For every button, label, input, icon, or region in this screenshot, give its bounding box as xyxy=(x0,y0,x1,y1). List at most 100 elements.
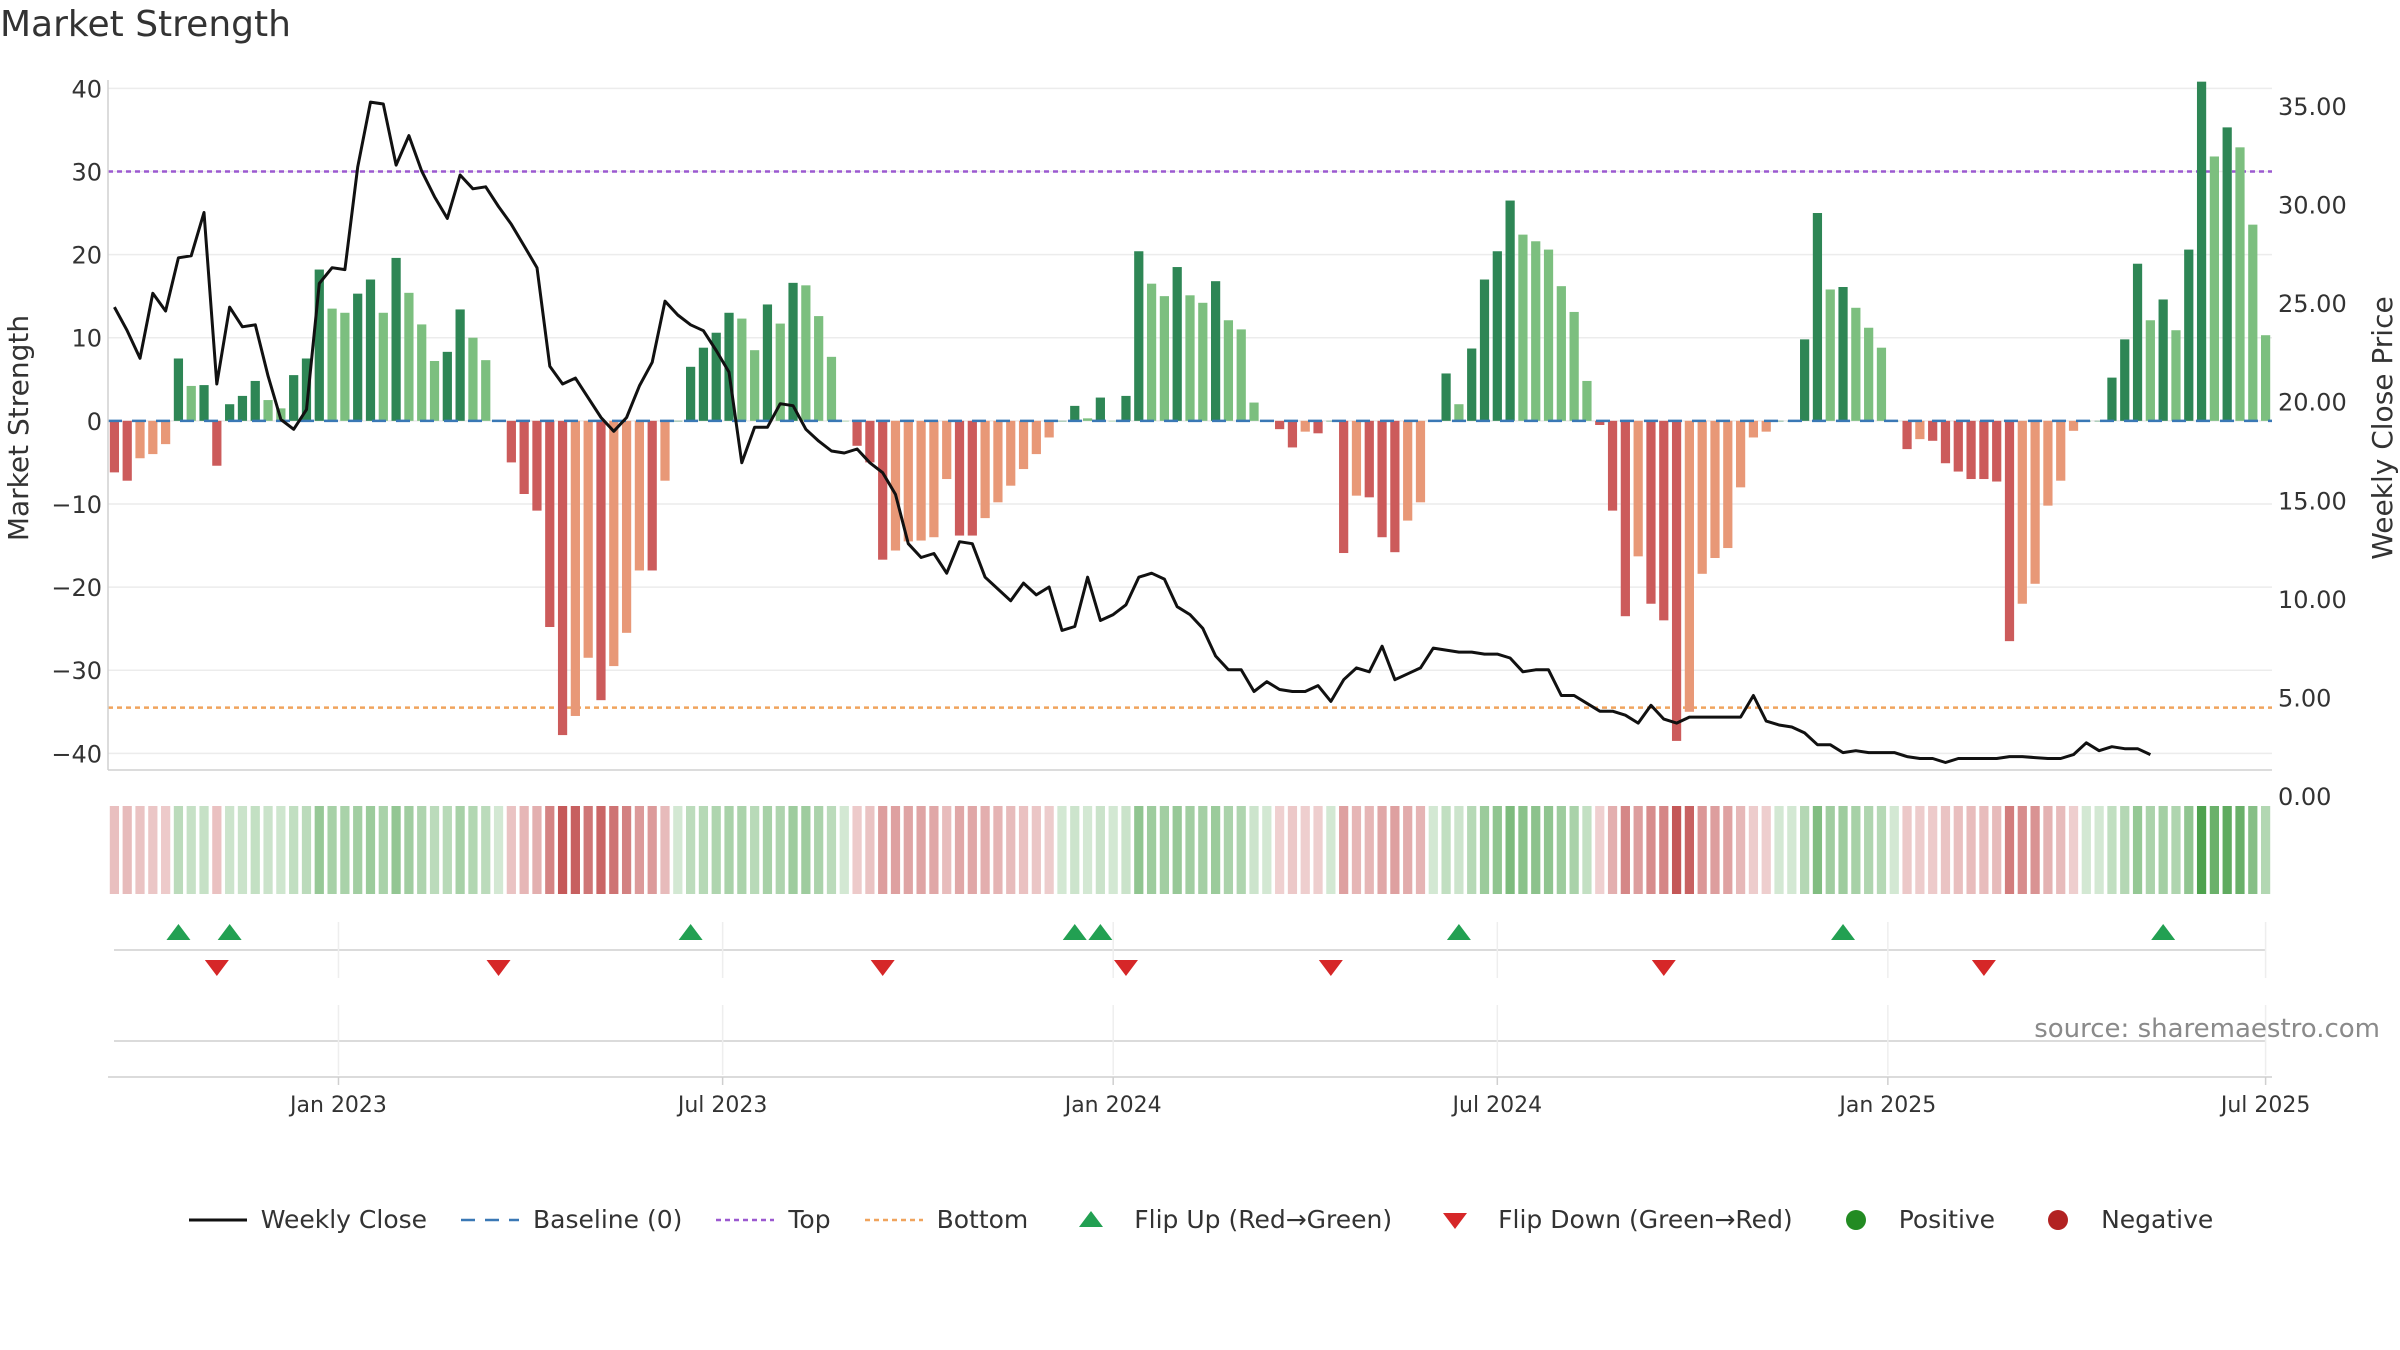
heat-cell xyxy=(1582,806,1592,894)
legend-label: Flip Down (Green→Red) xyxy=(1498,1205,1793,1234)
strength-bar xyxy=(1275,420,1285,430)
flip-up-marker xyxy=(1062,924,1087,940)
heat-cell xyxy=(1659,806,1669,894)
heat-cell xyxy=(762,806,773,894)
heat-cell xyxy=(750,806,760,894)
strength-bar xyxy=(1108,420,1118,422)
heat-cell xyxy=(237,806,248,894)
strength-bar xyxy=(237,395,248,421)
heat-cell xyxy=(1134,806,1144,894)
strength-bar xyxy=(1774,420,1784,422)
heat-cell xyxy=(122,806,132,894)
strength-bar xyxy=(1928,420,1938,441)
heat-cell xyxy=(1595,806,1605,894)
strength-bar xyxy=(1864,327,1874,421)
strength-bar xyxy=(583,420,593,658)
strength-bar xyxy=(775,323,785,421)
flip-up-marker xyxy=(217,924,242,940)
strength-bar xyxy=(301,358,312,421)
y2-tick-label: 0.00 xyxy=(2278,783,2331,811)
heat-cell xyxy=(1979,806,1989,894)
heat-cell xyxy=(429,806,440,894)
heat-cell xyxy=(1326,806,1336,894)
heat-cell xyxy=(263,806,273,894)
heat-cell xyxy=(225,806,235,894)
heat-cell xyxy=(634,806,645,894)
heat-cell xyxy=(557,806,568,894)
chart-title: Market Strength xyxy=(0,4,291,45)
strength-bar xyxy=(1556,286,1566,421)
legend-swatch-negative xyxy=(2048,1209,2069,1230)
strength-bar xyxy=(1569,311,1579,421)
flip-up-marker xyxy=(678,924,703,940)
strength-bar xyxy=(2056,420,2066,481)
strength-bar xyxy=(263,400,273,421)
heat-cell xyxy=(378,806,388,894)
strength-bar xyxy=(954,420,965,536)
legend-swatch-close xyxy=(188,1218,247,1221)
strength-bar xyxy=(557,420,568,736)
strength-bar xyxy=(660,420,670,481)
strength-bar xyxy=(1748,420,1759,438)
strength-bar xyxy=(1543,249,1554,421)
heat-cell xyxy=(1992,806,2002,894)
legend-item-bottom: Bottom xyxy=(863,1205,1028,1234)
strength-bar xyxy=(1595,420,1605,425)
heat-cell xyxy=(1838,806,1848,894)
strength-bar xyxy=(1377,420,1387,538)
strength-bar xyxy=(2184,249,2194,421)
strength-bar xyxy=(852,420,862,446)
heat-cell xyxy=(1223,806,1234,894)
strength-bar xyxy=(481,360,491,421)
strength-bar xyxy=(1659,420,1669,621)
heat-cell xyxy=(1121,806,1131,894)
legend-swatch-bottom xyxy=(864,1218,923,1221)
strength-bar xyxy=(673,420,683,422)
legend-item-baseline: Baseline (0) xyxy=(459,1205,682,1234)
heat-cell xyxy=(2184,806,2194,894)
strength-bar xyxy=(2017,420,2027,604)
x-axis: Jan 2023 Jul 2023 Jan 2024 Jul 2024 Jan 2025… xyxy=(108,1076,2310,1118)
strength-bar xyxy=(532,420,542,511)
heat-cell xyxy=(916,806,926,894)
heat-cell xyxy=(826,806,837,894)
heat-cell xyxy=(1915,806,1925,894)
legend-label: Flip Up (Red→Green) xyxy=(1134,1205,1393,1234)
strength-bar xyxy=(570,420,580,716)
heat-cell xyxy=(788,806,798,894)
strength-bar xyxy=(468,337,478,421)
strength-bar xyxy=(634,420,645,571)
flip-down-marker xyxy=(486,960,511,976)
strength-bar xyxy=(1710,420,1720,559)
strength-bar xyxy=(2043,420,2053,506)
flip-up-marker xyxy=(1446,924,1471,940)
heat-cell xyxy=(1864,806,1874,894)
strength-bar xyxy=(2171,330,2181,421)
heat-cell xyxy=(1275,806,1285,894)
strength-bar xyxy=(1992,420,2002,482)
heat-cell xyxy=(967,806,977,894)
strength-bar xyxy=(1902,420,1912,450)
heat-cell xyxy=(199,806,209,894)
heat-cell xyxy=(2120,806,2130,894)
y-tick-label: −40 xyxy=(51,740,102,768)
heat-cell xyxy=(1018,806,1029,894)
strength-bar xyxy=(353,293,363,421)
legend: Weekly Close Baseline (0) Top Bottom Flip Up… xyxy=(0,1205,2400,1234)
strength-bar xyxy=(1018,420,1029,470)
heat-cell xyxy=(1403,806,1413,894)
heat-cell xyxy=(1889,806,1899,894)
heat-cell xyxy=(1454,806,1464,894)
heat-cell xyxy=(545,806,555,894)
flip-up-marker xyxy=(166,924,191,940)
heat-cell xyxy=(1467,806,1477,894)
heat-cell xyxy=(865,806,875,894)
axis-layer: 40 30 20 10 0 −10 −20 −30 −40 35.00 30.00 25.00 20.0… xyxy=(2,75,2399,811)
strength-bar xyxy=(2248,224,2258,421)
strength-bar xyxy=(378,312,388,421)
strength-bar xyxy=(545,420,555,628)
strength-bar xyxy=(1812,213,1823,421)
strength-bar xyxy=(1851,307,1861,421)
strength-bar xyxy=(1300,420,1310,432)
